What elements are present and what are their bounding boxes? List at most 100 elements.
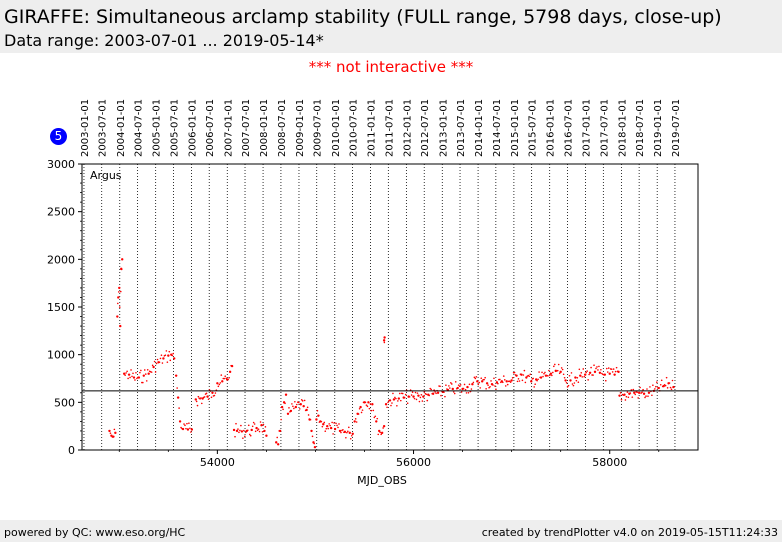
data-point	[135, 371, 137, 374]
data-point	[415, 398, 418, 401]
data-point	[345, 436, 347, 439]
data-point	[551, 374, 553, 377]
data-point	[666, 387, 669, 389]
y-tick-label: 2000	[47, 253, 75, 266]
data-point	[145, 380, 148, 382]
data-point	[613, 373, 616, 376]
data-point	[140, 369, 142, 372]
data-point	[583, 373, 587, 376]
data-point	[487, 384, 489, 386]
data-point	[466, 385, 469, 389]
data-point	[164, 354, 167, 357]
data-point	[147, 372, 150, 375]
data-point	[458, 385, 461, 388]
data-point	[412, 395, 415, 398]
data-point	[474, 377, 477, 380]
data-point	[625, 395, 628, 398]
data-point	[235, 429, 239, 433]
data-point	[454, 381, 457, 383]
data-point	[605, 367, 608, 370]
data-point	[623, 393, 626, 396]
data-point	[118, 286, 121, 290]
data-point	[541, 371, 543, 374]
data-point	[604, 379, 607, 382]
date-tick-label: 2013-01-01	[438, 99, 449, 157]
data-point	[132, 372, 134, 375]
data-point	[383, 336, 386, 339]
data-point	[371, 403, 374, 406]
data-point	[186, 422, 188, 425]
data-point	[313, 442, 316, 445]
data-point	[203, 396, 206, 398]
data-point	[467, 391, 470, 394]
data-point	[117, 302, 119, 305]
data-point	[490, 380, 492, 382]
data-point	[333, 427, 337, 431]
data-point	[606, 371, 609, 373]
data-point	[248, 433, 251, 436]
plot-annotation: Argus	[90, 169, 122, 182]
data-point	[282, 408, 284, 411]
data-point	[255, 426, 258, 430]
data-point	[156, 358, 159, 361]
data-point	[321, 425, 324, 428]
data-point	[155, 362, 158, 365]
data-point	[173, 357, 176, 360]
data-point	[210, 396, 213, 399]
data-point	[645, 395, 647, 397]
data-point	[562, 373, 565, 376]
data-point	[656, 381, 658, 383]
data-point	[399, 392, 401, 395]
data-point	[576, 376, 579, 379]
date-tick-label: 2011-01-01	[367, 99, 378, 157]
y-tick-label: 0	[68, 444, 75, 457]
data-point	[392, 398, 396, 401]
data-point	[142, 374, 145, 377]
data-point	[300, 398, 303, 401]
y-axis: 0 500 1000 1500 2000 2500 3000	[47, 158, 82, 457]
data-point	[240, 424, 242, 427]
data-point	[117, 291, 120, 293]
data-point	[408, 396, 411, 398]
data-point	[380, 431, 384, 435]
data-point	[331, 421, 333, 424]
data-point	[502, 381, 504, 384]
data-point	[596, 366, 598, 368]
data-point	[503, 379, 506, 381]
data-point	[354, 418, 357, 420]
data-point	[284, 393, 288, 396]
data-point	[232, 428, 236, 432]
date-tick-label: 2015-01-01	[510, 99, 521, 157]
data-point	[375, 420, 378, 423]
data-point	[382, 424, 386, 428]
data-point	[324, 430, 327, 433]
data-point	[296, 403, 298, 406]
data-point	[598, 365, 600, 368]
data-point	[563, 376, 566, 379]
data-point	[391, 402, 393, 404]
data-point	[369, 403, 372, 405]
data-point	[570, 372, 573, 374]
data-point	[374, 415, 377, 418]
data-point	[538, 371, 540, 373]
data-point	[322, 423, 325, 426]
data-point	[505, 380, 508, 383]
data-point	[448, 385, 450, 387]
data-point	[124, 374, 126, 376]
data-point	[485, 387, 487, 390]
data-point	[452, 391, 455, 393]
data-point	[642, 388, 644, 391]
data-point	[399, 399, 402, 402]
data-point	[338, 423, 340, 425]
data-point	[573, 382, 576, 384]
data-point	[162, 357, 165, 360]
data-point	[564, 379, 567, 382]
date-tick-label: 2006-01-01	[187, 99, 198, 157]
data-point	[159, 357, 162, 360]
data-point	[569, 379, 572, 382]
y-tick-label: 500	[54, 396, 75, 409]
data-point	[246, 429, 249, 432]
date-tick-label: 2019-01-01	[653, 99, 664, 157]
date-tick-label: 2009-01-01	[295, 99, 306, 157]
data-point	[509, 381, 512, 383]
